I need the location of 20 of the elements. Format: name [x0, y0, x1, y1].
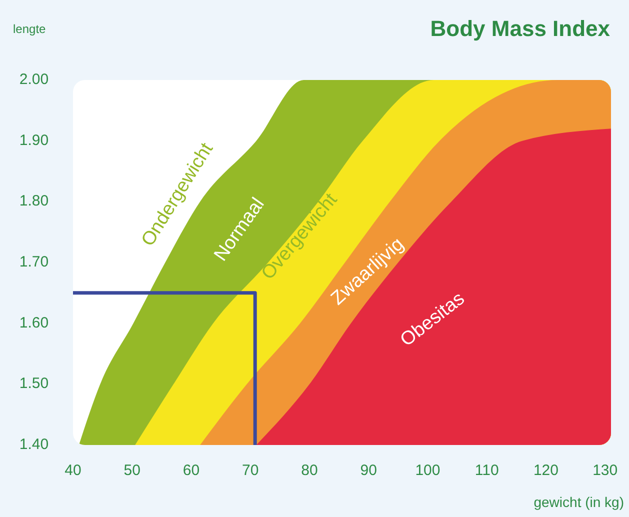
- y-tick-label: 1.50: [19, 375, 49, 392]
- x-tick-label: 110: [474, 462, 499, 479]
- x-tick-label: 60: [182, 462, 200, 479]
- x-tick-label: 90: [360, 462, 377, 479]
- x-axis-title: gewicht (in kg): [534, 494, 624, 510]
- y-tick-label: 2.00: [19, 70, 49, 88]
- x-tick-label: 130: [592, 462, 618, 479]
- x-tick-label: 120: [533, 462, 558, 479]
- x-tick-label: 80: [301, 462, 318, 479]
- chart-title: Body Mass Index: [430, 16, 611, 41]
- x-tick-label: 50: [124, 462, 140, 479]
- x-tick-label: 40: [64, 462, 82, 479]
- y-tick-label: 1.70: [19, 253, 49, 270]
- y-tick-label: 1.40: [19, 436, 49, 453]
- x-tick-label: 100: [415, 462, 440, 479]
- y-tick-label: 1.60: [19, 314, 49, 332]
- y-tick-label: 1.80: [19, 192, 49, 210]
- y-tick-label: 1.90: [19, 132, 49, 149]
- y-axis-title: lengte: [13, 22, 46, 36]
- x-tick-label: 70: [242, 462, 259, 479]
